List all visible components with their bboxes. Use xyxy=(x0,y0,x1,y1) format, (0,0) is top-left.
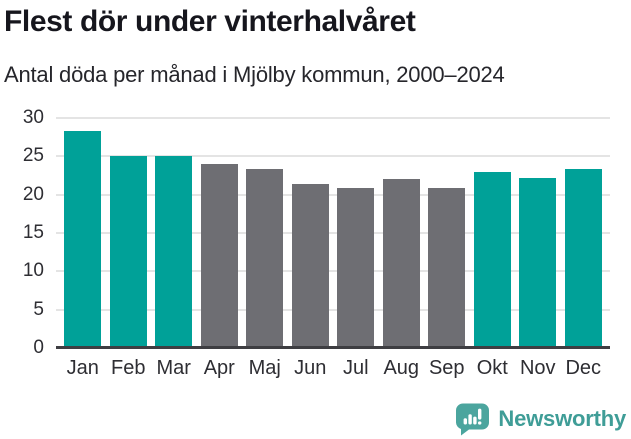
bar-slot xyxy=(379,118,425,348)
x-axis-label-dec: Dec xyxy=(565,357,602,379)
y-axis-tick-label: 5 xyxy=(33,298,44,320)
y-axis-tick-label: 25 xyxy=(22,145,44,167)
bar-slot xyxy=(151,118,197,348)
gridline-y10 xyxy=(56,270,610,273)
gridline-y5 xyxy=(56,308,610,311)
x-axis-label-maj: Maj xyxy=(248,357,281,379)
x-axis-label-jan: Jan xyxy=(66,357,99,379)
bar-series xyxy=(56,118,610,348)
bar-jul xyxy=(337,187,375,348)
x-axis-label-aug: Aug xyxy=(383,357,420,379)
x-axis-label-feb: Feb xyxy=(111,357,146,379)
brand-name: Newsworthy xyxy=(498,406,626,431)
x-axis-label-sep: Sep xyxy=(428,357,465,379)
gridline-y15 xyxy=(56,232,610,234)
bar-jun xyxy=(291,183,329,348)
y-axis-tick-label: 30 xyxy=(22,107,44,128)
bar-maj xyxy=(246,168,284,348)
bar-sep xyxy=(428,187,466,348)
y-axis-tick-label: 10 xyxy=(22,260,44,282)
chart-title: Flest dör under vinterhalvåret xyxy=(4,5,416,38)
x-axis-labels: Jan Feb Mar Apr Maj Jun Jul Aug Sep Okt Nov Dec xyxy=(56,357,610,380)
y-axis-tick-label: 15 xyxy=(22,222,44,243)
bar-slot xyxy=(561,118,607,348)
bar-slot xyxy=(106,118,152,348)
gridline-y30 xyxy=(56,117,610,119)
bar-slot xyxy=(515,118,561,348)
bar-okt xyxy=(473,172,511,348)
bar-slot xyxy=(288,118,334,348)
x-axis-label-mar: Mar xyxy=(156,357,191,379)
bar-dec xyxy=(564,168,602,348)
bar-aug xyxy=(382,178,420,348)
bar-nov xyxy=(519,177,557,348)
x-axis-line xyxy=(56,346,610,349)
bar-jan xyxy=(64,131,102,348)
x-axis-label-okt: Okt xyxy=(476,357,508,379)
bar-feb xyxy=(109,156,147,348)
bar-slot xyxy=(197,118,243,348)
bar-slot xyxy=(424,118,470,348)
bar-slot xyxy=(333,118,379,348)
bar-slot xyxy=(60,118,106,348)
y-axis-tick-label: 20 xyxy=(22,183,44,205)
y-axis-tick-label: 0 xyxy=(33,337,44,358)
bar-mar xyxy=(155,155,193,348)
x-axis-label-nov: Nov xyxy=(519,357,556,379)
bar-apr xyxy=(200,164,238,348)
x-axis-label-apr: Apr xyxy=(203,357,235,379)
brand-logo: Newsworthy xyxy=(454,402,626,436)
newsworthy-chart-bubble-icon xyxy=(456,403,490,436)
bar-slot xyxy=(242,118,288,348)
x-axis-label-jul: Jul xyxy=(342,357,369,379)
x-axis-label-jun: Jun xyxy=(294,357,327,379)
gridline-y25 xyxy=(56,155,610,158)
bar-slot xyxy=(470,118,516,348)
plot-area: 0 5 10 15 20 25 30 xyxy=(23,107,610,358)
chart-subtitle: Antal döda per månad i Mjölby kommun, 20… xyxy=(4,62,505,87)
gridline-y20 xyxy=(56,193,610,196)
